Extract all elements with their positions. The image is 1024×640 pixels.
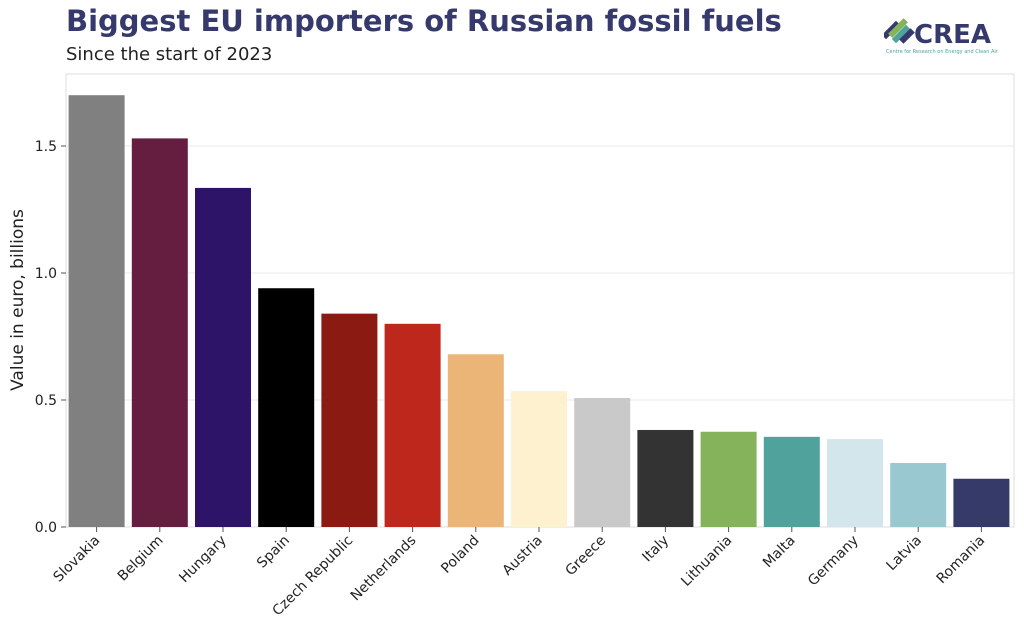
x-tick-label: Poland: [438, 533, 482, 577]
bar-greece: [574, 397, 631, 527]
bar-slovakia: [68, 95, 125, 527]
svg-text:Centre for Research on Energy: Centre for Research on Energy and Clean …: [886, 49, 999, 55]
x-tick-label: Spain: [254, 533, 293, 572]
x-tick-label: Greece: [562, 533, 609, 580]
x-tick-label: Lithuania: [678, 533, 735, 590]
svg-text:CREA: CREA: [914, 20, 991, 50]
bar-austria: [511, 391, 567, 527]
y-tick-label: 0.0: [35, 520, 57, 536]
bar-spain: [258, 288, 315, 527]
bar-hungary: [195, 187, 251, 527]
bar-belgium: [131, 138, 188, 527]
crea-logo: CREA Centre for Research on Energy and C…: [881, 14, 1020, 58]
x-tick-label: Malta: [760, 533, 799, 572]
bar-poland: [447, 354, 504, 527]
bar-czech-republic: [321, 313, 378, 527]
bar-lithuania: [700, 431, 757, 527]
x-tick-label: Hungary: [176, 533, 230, 587]
bar-malta: [763, 436, 820, 527]
logo-mark-icon: [881, 18, 915, 44]
y-tick-label: 0.5: [35, 393, 57, 409]
x-tick-label: Romania: [934, 533, 989, 588]
y-axis-label: Value in euro, billions: [8, 209, 28, 391]
bar-romania: [953, 478, 1010, 527]
bar-italy: [637, 429, 694, 527]
chart-subtitle: Since the start of 2023: [66, 44, 273, 65]
x-tick-label: Belgium: [115, 533, 167, 585]
x-tick-label: Slovakia: [51, 533, 104, 586]
chart-title: Biggest EU importers of Russian fossil f…: [66, 4, 782, 38]
x-tick-label: Austria: [500, 533, 546, 579]
x-tick-label: Latvia: [884, 533, 925, 574]
bar-latvia: [890, 462, 947, 527]
bar-netherlands: [384, 323, 441, 527]
x-tick-label: Germany: [805, 533, 862, 590]
x-tick-label: Italy: [639, 533, 672, 566]
y-tick-label: 1.0: [35, 266, 57, 282]
bar-germany: [827, 439, 883, 527]
x-tick-label: Netherlands: [348, 533, 420, 605]
y-tick-label: 1.5: [35, 139, 57, 155]
